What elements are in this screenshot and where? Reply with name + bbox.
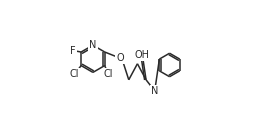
Text: Cl: Cl <box>70 69 79 79</box>
Text: F: F <box>70 46 76 56</box>
Text: OH: OH <box>135 50 150 60</box>
Text: Cl: Cl <box>103 70 113 80</box>
Text: N: N <box>89 40 97 50</box>
Text: O: O <box>116 52 124 62</box>
Text: N: N <box>151 86 158 96</box>
